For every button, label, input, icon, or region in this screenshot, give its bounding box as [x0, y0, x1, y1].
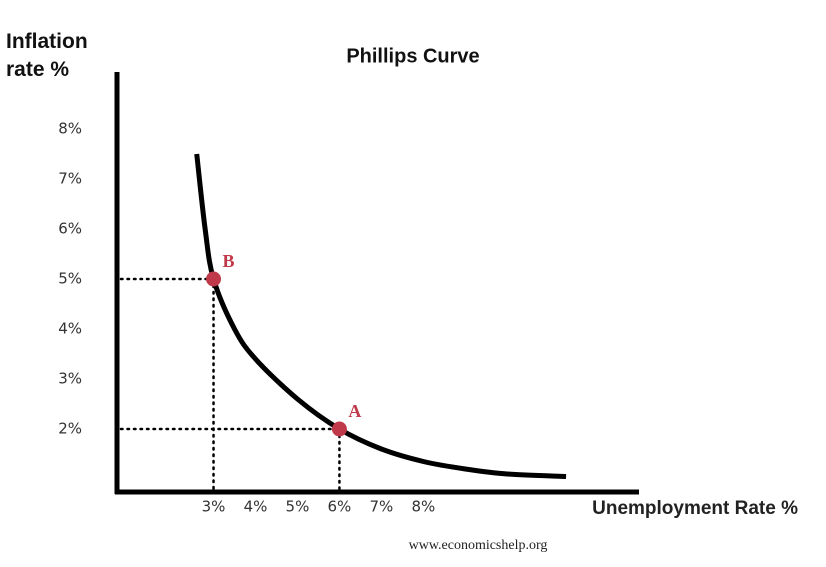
- x-tick-label: 7%: [369, 498, 393, 516]
- y-tick-label: 6%: [58, 220, 82, 238]
- y-tick-label: 7%: [58, 170, 82, 188]
- x-tick-label: 3%: [202, 498, 226, 516]
- y-tick-label: 3%: [58, 370, 82, 388]
- point-label: B: [223, 251, 235, 271]
- curve: [194, 153, 567, 479]
- point: [331, 421, 347, 437]
- y-tick-label: 2%: [58, 420, 82, 438]
- x-tick-label: 8%: [411, 498, 435, 516]
- x-axis-label: Unemployment Rate %: [592, 498, 798, 519]
- chart-title: Phillips Curve: [346, 45, 479, 67]
- y-axis-label: Inflation rate %: [6, 30, 88, 81]
- point-label: A: [348, 401, 361, 421]
- x-tick-label: 4%: [244, 498, 268, 516]
- y-tick-label: 5%: [58, 270, 82, 288]
- point: [206, 271, 222, 287]
- y-tick-label: 8%: [58, 120, 82, 138]
- x-tick-label: 5%: [286, 498, 310, 516]
- source: www.economicshelp.org: [409, 538, 548, 553]
- y-tick-label: 4%: [58, 320, 82, 338]
- x-tick-label: 6%: [328, 498, 352, 516]
